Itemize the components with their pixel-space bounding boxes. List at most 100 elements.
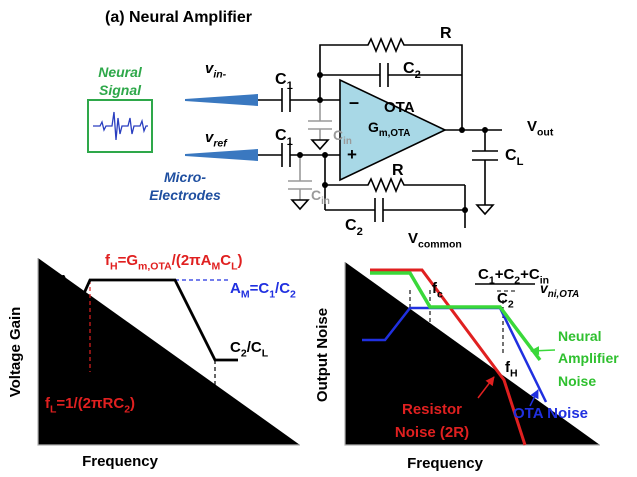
label: C1 (275, 71, 293, 92)
label-subscript: in- (213, 69, 226, 81)
label-text: OTA (384, 99, 415, 116)
label: (c) (357, 289, 375, 306)
label: CL (505, 147, 524, 168)
label: Signal (99, 82, 142, 98)
label-subscript: m,OTA (379, 128, 410, 139)
label: Voltage Gain (7, 307, 24, 398)
label-subscript: ref (213, 138, 228, 150)
label-text: =(f (158, 415, 178, 432)
label-text: /(2πA (172, 252, 212, 269)
noise-plot-path (531, 350, 555, 351)
circuit-circle (317, 72, 323, 78)
label: vin- (205, 60, 227, 81)
label-subscript: in (321, 196, 330, 207)
label-text: )/C (219, 415, 239, 432)
label-text: ) (238, 252, 243, 269)
label-text: C (333, 127, 343, 143)
label-text: G (368, 119, 379, 135)
circuit-circle (462, 207, 468, 213)
label: fH (505, 359, 518, 380)
label: C1+C2+Cin (478, 266, 549, 287)
label: C1 (275, 127, 293, 148)
label-subscript: 2 (239, 424, 245, 436)
label-subscript: 1 (287, 136, 293, 148)
label: Noise (2R) (395, 424, 469, 441)
label-subscript: 2 (415, 69, 421, 81)
label: fH=Gm,OTA/(2πAMCL) (105, 252, 243, 273)
label-text: Noise (2R) (395, 424, 469, 441)
label-text: (b) (48, 273, 67, 290)
circuit-path (312, 140, 328, 149)
label-subscript: c (437, 289, 443, 301)
label: Neural (558, 328, 602, 344)
label-text: C (230, 339, 241, 356)
label-subscript: L (517, 156, 524, 168)
circuit-path (292, 200, 308, 209)
label: Noise (558, 373, 596, 389)
label-text: Neural (558, 328, 602, 344)
label: Resistor (402, 401, 462, 418)
circuit-circle (297, 152, 303, 158)
circuit-circle (482, 127, 488, 133)
label-text: +C (495, 266, 515, 283)
label: OTA (384, 99, 415, 116)
label-text: Resistor (402, 401, 462, 418)
label-text: V (408, 230, 418, 247)
label-subscript: M (241, 289, 250, 301)
label-text: Output Noise (314, 308, 331, 402)
label-subscript: m,OTA (138, 261, 172, 273)
label-text: – (349, 92, 359, 112)
circuit-circle (322, 152, 328, 158)
label-subscript: out (537, 127, 554, 139)
label: Electrodes (149, 187, 221, 203)
label: Vout (527, 118, 554, 139)
label-text: Amplifier (558, 350, 619, 366)
label-text: /C (247, 339, 262, 356)
label-subscript: common (418, 239, 462, 251)
circuit-path (445, 130, 502, 205)
label-text: Micro- (164, 169, 206, 185)
label-subscript: M (212, 261, 221, 273)
label-text: Noise (558, 373, 596, 389)
label-text: C (497, 290, 508, 307)
label: fc (432, 280, 443, 301)
label-text: =1/(2πRC (56, 395, 124, 412)
label-subscript: H (510, 368, 518, 380)
label: (a) Neural Amplifier (105, 9, 252, 26)
label-text: V (527, 118, 537, 135)
circuit-path (308, 100, 332, 140)
label-subscript: L (262, 348, 269, 360)
label-text: +C (520, 266, 540, 283)
label-subscript: ni,OTA (548, 289, 579, 300)
label-text: C (220, 252, 231, 269)
label-subscript: H (110, 261, 118, 273)
circuit-path (288, 155, 312, 200)
label-text: A (230, 280, 241, 297)
label-subscript: 1 (287, 80, 293, 92)
label: + (347, 145, 357, 164)
label-text: Frequency (82, 453, 159, 470)
label-text: C (478, 266, 489, 283)
label: Frequency (82, 453, 159, 470)
circuit-path (477, 205, 493, 214)
label: Micro- (164, 169, 206, 185)
label: vref (205, 129, 228, 150)
label-text: Voltage Gain (7, 307, 24, 398)
label-text: =C (250, 280, 270, 297)
circuit-polygon (185, 149, 258, 161)
label: AM=C1/C2 (230, 280, 296, 301)
label: Neural (98, 64, 143, 80)
label: Amplifier (558, 350, 619, 366)
label-subscript: 2 (508, 299, 514, 311)
label-text: =G (118, 252, 138, 269)
label: vni,OTA (540, 280, 579, 300)
label: R (392, 162, 404, 179)
label: C2/CL (230, 339, 269, 360)
label-text: Electrodes (149, 187, 221, 203)
label-text: Signal (99, 82, 142, 98)
label-text: C (505, 147, 517, 164)
label-text: C (311, 187, 321, 203)
label: Output Noise (314, 308, 331, 402)
figure: (a) Neural Amplifiervin-C1RC2NeuralSigna… (0, 0, 637, 477)
label: Frequency (407, 455, 484, 472)
